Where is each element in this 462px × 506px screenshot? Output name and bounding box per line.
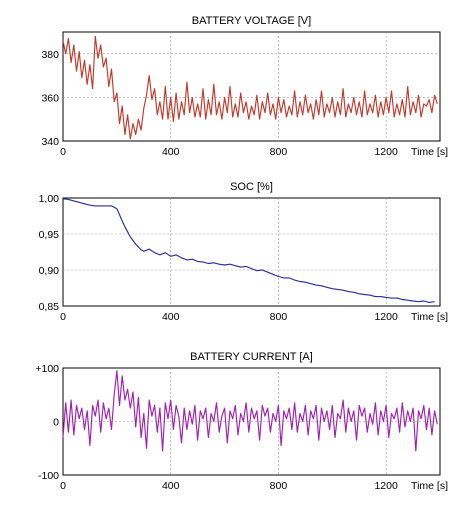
soc-chart-title: SOC [%] (230, 181, 273, 193)
current-x-tick-label: 1200 (374, 480, 398, 492)
voltage-y-tick-label: 380 (41, 49, 59, 61)
current-y-tick-label: 0 (53, 417, 59, 429)
soc-y-tick-label: 0,95 (39, 229, 60, 241)
voltage-chart: BATTERY VOLTAGE [V] 340 360 380 0 400 800 1200 T… (41, 15, 448, 158)
soc-y-tick-label: 1,00 (39, 193, 60, 205)
voltage-chart-title: BATTERY VOLTAGE [V] (192, 15, 311, 27)
voltage-y-tick-label: 340 (41, 136, 59, 148)
soc-series-line-0 (62, 198, 435, 303)
voltage-x-tick-label: 800 (270, 146, 288, 158)
voltage-series-line-0 (62, 35, 438, 140)
current-x-tick-label: 800 (270, 480, 288, 492)
current-x-tick-label: 400 (162, 480, 180, 492)
voltage-x-axis-label: Time [s] (411, 146, 448, 158)
soc-x-tick-label: 0 (60, 311, 66, 323)
current-x-tick-label: 0 (60, 480, 66, 492)
current-y-tick-label: -100 (38, 470, 59, 482)
soc-x-tick-label: 400 (162, 311, 180, 323)
soc-y-tick-label: 0,85 (39, 301, 60, 313)
soc-y-tick-label: 0,90 (39, 265, 60, 277)
voltage-y-tick-label: 360 (41, 92, 59, 104)
soc-x-axis-label: Time [s] (411, 311, 448, 323)
current-series-line-0 (62, 370, 438, 452)
soc-x-tick-label: 800 (270, 311, 288, 323)
soc-chart: SOC [%] 0,85 0,90 0,95 1,00 0 400 800 1200 Time [… (39, 181, 449, 323)
voltage-plot-frame (62, 31, 441, 142)
soc-plot-frame (62, 197, 441, 307)
soc-x-tick-label: 1200 (374, 311, 398, 323)
current-x-axis-label: Time [s] (411, 480, 448, 492)
current-y-tick-label: +100 (35, 363, 59, 375)
current-chart-title: BATTERY CURRENT [A] (190, 351, 313, 363)
voltage-x-tick-label: 400 (162, 146, 180, 158)
voltage-x-tick-label: 1200 (374, 146, 398, 158)
voltage-x-tick-label: 0 (60, 146, 66, 158)
